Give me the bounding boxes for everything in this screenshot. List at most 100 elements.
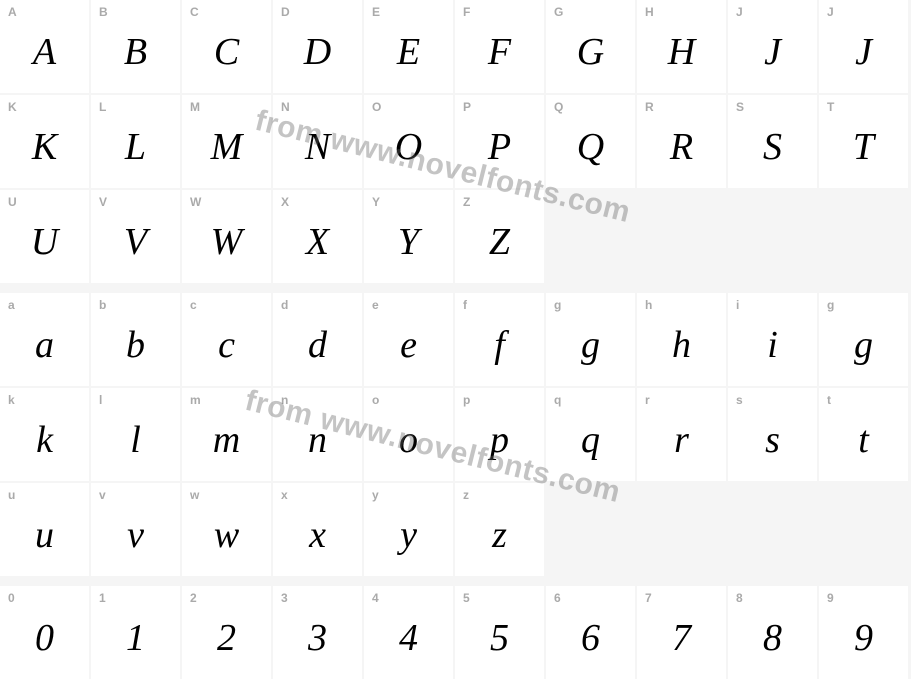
glyph-character: y bbox=[400, 516, 417, 554]
glyph-cell: gg bbox=[819, 293, 908, 386]
glyph-label: Y bbox=[372, 195, 380, 209]
glyph-cell: oo bbox=[364, 388, 453, 481]
glyph-label: Z bbox=[463, 195, 470, 209]
glyph-cell: xx bbox=[273, 483, 362, 576]
glyph-cell: ZZ bbox=[455, 190, 544, 283]
glyph-label: 3 bbox=[281, 591, 288, 605]
glyph-label: W bbox=[190, 195, 201, 209]
glyph-cell: VV bbox=[91, 190, 180, 283]
glyph-label: M bbox=[190, 100, 200, 114]
glyph-label: s bbox=[736, 393, 743, 407]
glyph-cell: 88 bbox=[728, 586, 817, 679]
glyph-label: r bbox=[645, 393, 650, 407]
glyph-label: d bbox=[281, 298, 288, 312]
glyph-label: F bbox=[463, 5, 470, 19]
glyph-row: AABBCCDDEEFFGGHHJJJJ bbox=[0, 0, 911, 93]
glyph-character: n bbox=[308, 421, 327, 459]
glyph-character: K bbox=[32, 128, 57, 166]
glyph-cell: GG bbox=[546, 0, 635, 93]
glyph-label: E bbox=[372, 5, 380, 19]
row-spacer bbox=[0, 285, 911, 291]
glyph-character: R bbox=[670, 128, 693, 166]
glyph-character: f bbox=[494, 326, 505, 364]
glyph-label: i bbox=[736, 298, 739, 312]
glyph-character: G bbox=[577, 33, 604, 71]
glyph-cell: mm bbox=[182, 388, 271, 481]
glyph-character: k bbox=[36, 421, 53, 459]
glyph-cell: 66 bbox=[546, 586, 635, 679]
glyph-character: w bbox=[214, 516, 239, 554]
glyph-label: o bbox=[372, 393, 379, 407]
glyph-label: Q bbox=[554, 100, 563, 114]
glyph-cell: HH bbox=[637, 0, 726, 93]
glyph-cell: dd bbox=[273, 293, 362, 386]
row-spacer bbox=[0, 578, 911, 584]
glyph-character: o bbox=[399, 421, 418, 459]
glyph-character: C bbox=[214, 33, 239, 71]
glyph-character: z bbox=[492, 516, 507, 554]
glyph-character: D bbox=[304, 33, 331, 71]
glyph-label: 1 bbox=[99, 591, 106, 605]
font-character-grid: AABBCCDDEEFFGGHHJJJJKKLLMMNNOOPPQQRRSSTT… bbox=[0, 0, 911, 679]
glyph-character: b bbox=[126, 326, 145, 364]
glyph-label: y bbox=[372, 488, 379, 502]
glyph-label: c bbox=[190, 298, 197, 312]
glyph-cell: MM bbox=[182, 95, 271, 188]
glyph-cell: DD bbox=[273, 0, 362, 93]
glyph-label: O bbox=[372, 100, 381, 114]
glyph-character: W bbox=[211, 223, 243, 261]
glyph-character: u bbox=[35, 516, 54, 554]
glyph-character: F bbox=[488, 33, 511, 71]
glyph-cell: TT bbox=[819, 95, 908, 188]
glyph-cell: KK bbox=[0, 95, 89, 188]
glyph-character: l bbox=[130, 421, 141, 459]
glyph-character: i bbox=[767, 326, 778, 364]
glyph-character: x bbox=[309, 516, 326, 554]
glyph-cell: 11 bbox=[91, 586, 180, 679]
glyph-label: A bbox=[8, 5, 17, 19]
glyph-cell: JJ bbox=[728, 0, 817, 93]
glyph-character: p bbox=[490, 421, 509, 459]
glyph-cell: bb bbox=[91, 293, 180, 386]
glyph-label: n bbox=[281, 393, 288, 407]
glyph-label: m bbox=[190, 393, 201, 407]
glyph-label: D bbox=[281, 5, 290, 19]
glyph-cell: ff bbox=[455, 293, 544, 386]
glyph-character: E bbox=[397, 33, 420, 71]
glyph-label: U bbox=[8, 195, 17, 209]
glyph-row: 00112233445566778899 bbox=[0, 586, 911, 679]
glyph-cell: yy bbox=[364, 483, 453, 576]
glyph-label: g bbox=[554, 298, 561, 312]
glyph-character: 9 bbox=[854, 619, 873, 657]
glyph-cell: QQ bbox=[546, 95, 635, 188]
glyph-cell: ll bbox=[91, 388, 180, 481]
glyph-cell: 44 bbox=[364, 586, 453, 679]
glyph-cell: aa bbox=[0, 293, 89, 386]
glyph-label: X bbox=[281, 195, 289, 209]
glyph-character: N bbox=[305, 128, 330, 166]
glyph-label: 5 bbox=[463, 591, 470, 605]
glyph-label: P bbox=[463, 100, 471, 114]
glyph-label: B bbox=[99, 5, 108, 19]
glyph-cell: XX bbox=[273, 190, 362, 283]
glyph-character: H bbox=[668, 33, 695, 71]
glyph-row: uuvvwwxxyyzz bbox=[0, 483, 911, 576]
glyph-label: l bbox=[99, 393, 102, 407]
glyph-character: g bbox=[854, 326, 873, 364]
glyph-cell: 00 bbox=[0, 586, 89, 679]
glyph-label: z bbox=[463, 488, 469, 502]
glyph-label: q bbox=[554, 393, 561, 407]
glyph-character: A bbox=[33, 33, 56, 71]
glyph-character: 5 bbox=[490, 619, 509, 657]
glyph-label: v bbox=[99, 488, 106, 502]
glyph-cell: hh bbox=[637, 293, 726, 386]
glyph-cell: BB bbox=[91, 0, 180, 93]
glyph-cell: rr bbox=[637, 388, 726, 481]
glyph-character: q bbox=[581, 421, 600, 459]
glyph-cell: gg bbox=[546, 293, 635, 386]
glyph-cell: WW bbox=[182, 190, 271, 283]
glyph-cell: PP bbox=[455, 95, 544, 188]
glyph-character: J bbox=[855, 33, 872, 71]
glyph-label: k bbox=[8, 393, 15, 407]
glyph-row: aabbccddeeffgghhiigg bbox=[0, 293, 911, 386]
